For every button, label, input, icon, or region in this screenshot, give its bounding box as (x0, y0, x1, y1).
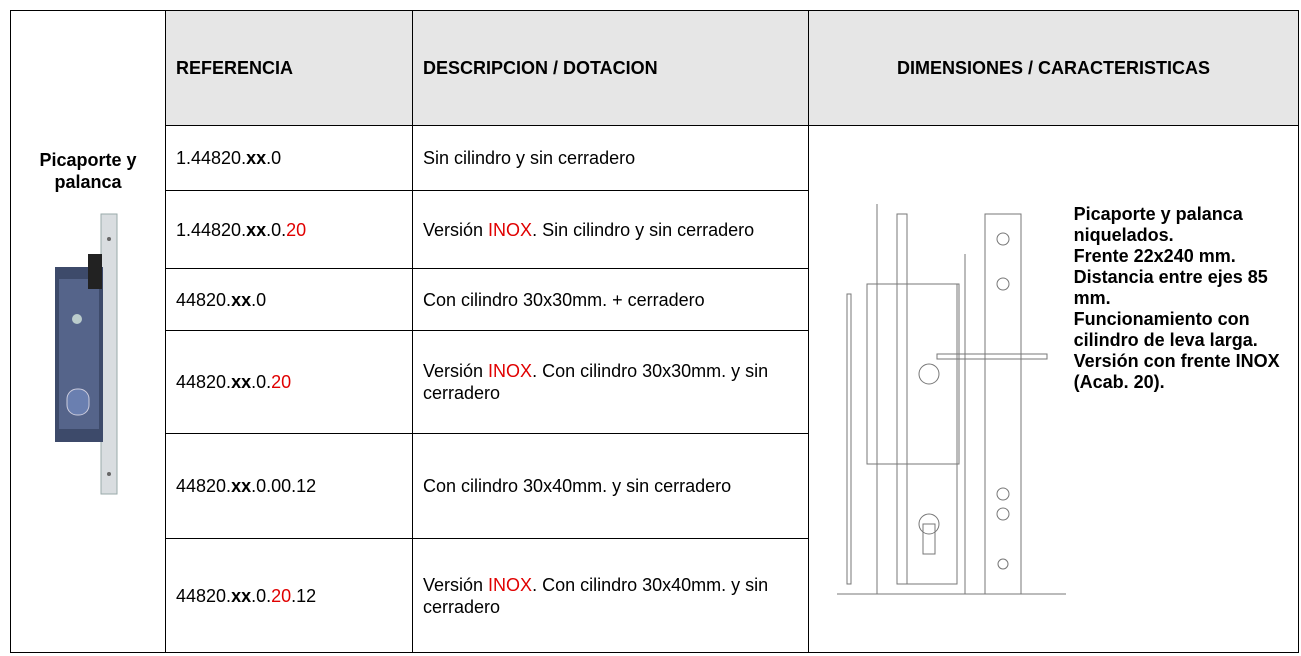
text-run: Con cilindro 30x30mm. + cerradero (423, 289, 705, 310)
description-cell: Versión INOX. Con cilindro 30x30mm. y si… (412, 330, 809, 434)
text-run: xx (246, 219, 267, 240)
characteristic: Frente 22x240 mm. (1073, 246, 1236, 266)
characteristic: Versión con frente INOX (Acab. 20). (1073, 351, 1280, 392)
description-cell: Con cilindro 30x30mm. + cerradero (412, 268, 809, 331)
reference-cell: 44820.xx.0.00.12 (165, 433, 413, 539)
characteristics-cell: Picaporte y palanca niquelados. Frente 22… (808, 125, 1299, 653)
text-run: .0 (251, 289, 267, 310)
text-run: xx (231, 372, 252, 392)
text-run: Con cilindro 30x40mm. y sin cerradero (423, 476, 732, 496)
product-photo (55, 213, 118, 495)
description-cell: Con cilindro 30x40mm. y sin cerradero (412, 433, 809, 539)
text-run: Sin cilindro y sin cerradero (423, 148, 636, 168)
table-row: 1.44820.xx.0 Sin cilindro y sin cerradero… (11, 125, 1299, 653)
header-cell: REFERENCIA (165, 10, 413, 126)
characteristics-list: Picaporte y palanca niquelados. Frente 22… (1074, 204, 1288, 393)
reference-cell: 44820.xx.0.20 (165, 330, 413, 434)
text-run: INOX (488, 219, 533, 240)
text-run: xx (246, 148, 267, 168)
row-label-cell: Picaporte y palanca (10, 10, 166, 653)
text-run: . Con cilindro 30x30mm. y sin cerradero (423, 361, 769, 403)
characteristic: Picaporte y palanca niquelados. (1073, 204, 1243, 245)
header-cell: DESCRIPCION / DOTACION (412, 10, 809, 126)
text-run: 1.44820. (176, 219, 247, 240)
product-table: Picaporte y palanca REFERENCIA DESCRIPCI… (10, 10, 1299, 653)
text-run: 1.44820. (176, 148, 247, 168)
text-run: .0. (251, 585, 272, 606)
text-run: INOX (488, 361, 533, 381)
text-run: Versión (423, 574, 489, 595)
table-row: 44820.xx.0.00.12 Con cilindro 30x40mm. y … (11, 433, 1299, 539)
text-run: .0 (266, 148, 282, 168)
text-run: .0. (251, 372, 272, 392)
text-run: xx (231, 585, 252, 606)
description-cell: Versión INOX. Sin cilindro y sin cerrade… (412, 190, 809, 269)
text-run: . Sin cilindro y sin cerradero (532, 219, 755, 240)
text-run: .12 (291, 585, 317, 606)
text-run: 20 (271, 585, 292, 606)
text-run: 20 (286, 219, 307, 240)
text-run: Versión (423, 361, 489, 381)
text-run: 44820. (176, 372, 232, 392)
characteristic: Funcionamiento con cilindro de leva larg… (1073, 309, 1258, 350)
row-label: Picaporte y palanca (39, 150, 137, 192)
header-row: Picaporte y palanca REFERENCIA DESCRIPCI… (10, 10, 1299, 653)
reference-cell: 1.44820.xx.0 (165, 125, 413, 191)
text-run: .0. (266, 219, 287, 240)
table-row: 44820.xx.0.20.12 Versión INOX. Con cilind… (11, 538, 1299, 653)
text-run: 20 (271, 372, 292, 392)
text-run: INOX (488, 574, 533, 595)
text-run: .0.00.12 (251, 476, 317, 496)
text-run: Versión (423, 219, 489, 240)
text-run: 44820. (176, 585, 232, 606)
description-cell: Sin cilindro y sin cerradero (412, 125, 809, 191)
characteristic: Distancia entre ejes 85 mm. (1073, 267, 1268, 308)
header-cell: DIMENSIONES / CARACTERISTICAS (808, 10, 1299, 126)
text-run: . Con cilindro 30x40mm. y sin cerradero (423, 574, 769, 617)
text-run: 44820. (176, 289, 232, 310)
reference-cell: 1.44820.xx.0.20 (165, 190, 413, 269)
description-cell: Versión INOX. Con cilindro 30x40mm. y si… (412, 538, 809, 653)
text-run: 44820. (176, 476, 232, 496)
text-run: xx (231, 476, 252, 496)
characteristics: Picaporte y palanca niquelados. Frente 22… (819, 164, 1288, 614)
text-run: xx (231, 289, 252, 310)
dimension-drawing (837, 204, 1066, 595)
reference-cell: 44820.xx.0 (165, 268, 413, 331)
reference-cell: 44820.xx.0.20.12 (165, 538, 413, 653)
